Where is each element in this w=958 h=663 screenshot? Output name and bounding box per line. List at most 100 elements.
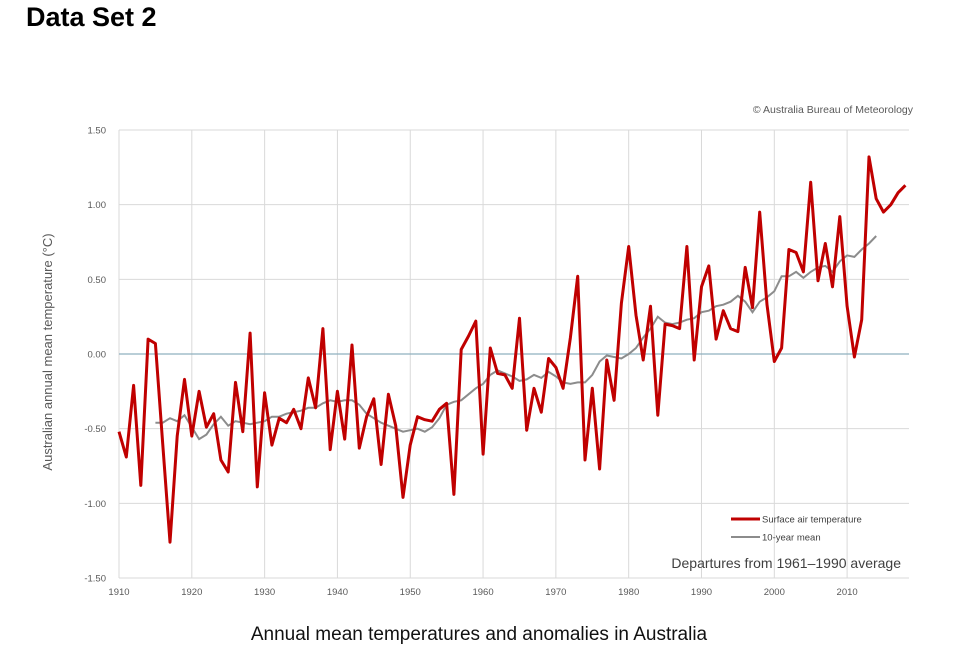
data-point-mean [424, 431, 426, 433]
data-point-mean [227, 425, 229, 427]
data-point-mean [810, 271, 812, 273]
data-point-surface [744, 266, 746, 268]
x-tick-label: 1980 [618, 587, 639, 598]
data-point-surface [555, 366, 557, 368]
data-point-surface [693, 359, 695, 361]
y-tick-label: 0.50 [88, 275, 107, 286]
data-point-mean [744, 301, 746, 303]
data-point-mean [606, 354, 608, 356]
data-point-mean [642, 337, 644, 339]
data-point-mean [220, 416, 222, 418]
data-point-surface [147, 338, 149, 340]
data-point-mean [628, 353, 630, 355]
data-point-surface [344, 438, 346, 440]
data-point-mean [671, 323, 673, 325]
data-point-mean [460, 399, 462, 401]
data-point-mean [198, 438, 200, 440]
data-point-surface [242, 430, 244, 432]
data-point-surface [161, 442, 163, 444]
data-point-surface [460, 348, 462, 350]
data-point-surface [584, 459, 586, 461]
data-point-mean [722, 304, 724, 306]
data-point-surface [882, 211, 884, 213]
data-point-surface [766, 304, 768, 306]
data-point-surface [678, 327, 680, 329]
x-tick-label: 2010 [837, 587, 858, 598]
data-point-mean [497, 369, 499, 371]
data-point-mean [191, 426, 193, 428]
data-point-surface [518, 317, 520, 319]
data-point-mean [242, 422, 244, 424]
data-point-surface [140, 484, 142, 486]
data-point-surface [788, 248, 790, 250]
data-point-mean [679, 322, 681, 324]
data-point-mean [686, 319, 688, 321]
legend-label-surface: Surface air temperature [762, 515, 862, 526]
data-point-surface [606, 359, 608, 361]
data-point-mean [285, 413, 287, 415]
data-point-surface [118, 430, 120, 432]
data-point-surface [700, 286, 702, 288]
x-tick-label: 1990 [691, 587, 712, 598]
data-point-mean [387, 425, 389, 427]
data-point-mean [154, 422, 156, 424]
data-point-surface [351, 344, 353, 346]
data-point-surface [482, 453, 484, 455]
data-point-mean [650, 328, 652, 330]
y-axis-ticks: -1.50 -1.00 -0.50 0.00 0.50 1.00 1.50 [84, 126, 106, 585]
data-point-mean [402, 431, 404, 433]
data-point-surface [533, 387, 535, 389]
data-point-surface [285, 421, 287, 423]
data-point-surface [380, 463, 382, 465]
x-tick-label: 2000 [764, 587, 785, 598]
data-point-mean [249, 423, 251, 425]
data-point-surface [526, 429, 528, 431]
data-point-surface [220, 459, 222, 461]
data-point-surface [336, 390, 338, 392]
data-point-surface [569, 336, 571, 338]
data-point-mean [504, 372, 506, 374]
data-point-surface [416, 416, 418, 418]
data-point-mean [715, 305, 717, 307]
data-point-mean [475, 387, 477, 389]
data-point-surface [293, 408, 295, 410]
data-point-mean [766, 296, 768, 298]
data-point-mean [322, 402, 324, 404]
data-point-surface [759, 211, 761, 213]
data-point-surface [831, 286, 833, 288]
data-point-mean [540, 377, 542, 379]
data-point-surface [511, 387, 513, 389]
data-point-mean [584, 381, 586, 383]
data-point-surface [322, 327, 324, 329]
legend-label-mean: 10-year mean [762, 533, 821, 544]
data-point-surface [729, 327, 731, 329]
data-point-surface [547, 357, 549, 359]
data-point-surface [708, 265, 710, 267]
legend: Surface air temperature 10-year mean [731, 515, 862, 544]
data-point-surface [358, 447, 360, 449]
data-point-mean [176, 420, 178, 422]
data-point-surface [853, 356, 855, 358]
data-point-mean [438, 417, 440, 419]
data-point-mean [489, 374, 491, 376]
x-tick-label: 1930 [254, 587, 275, 598]
series-line-10-year-mean [155, 235, 877, 441]
x-axis-ticks: 1910 1920 1930 1940 1950 1960 1970 1980 1990 2000… [108, 587, 857, 598]
y-axis-label: Australian annual mean temperature (°C) [40, 233, 55, 470]
y-tick-label: 1.00 [88, 200, 107, 211]
data-point-surface [234, 381, 236, 383]
data-point-mean [307, 407, 309, 409]
data-point-mean [562, 381, 564, 383]
data-point-mean [555, 375, 557, 377]
data-point-mean [373, 417, 375, 419]
x-tick-label: 1960 [472, 587, 493, 598]
data-point-mean [184, 414, 186, 416]
data-point-surface [467, 335, 469, 337]
data-point-surface [598, 468, 600, 470]
data-point-mean [395, 428, 397, 430]
data-point-mean [657, 316, 659, 318]
data-point-surface [169, 541, 171, 543]
data-point-surface [773, 360, 775, 362]
data-point-mean [853, 256, 855, 258]
data-point-surface [620, 302, 622, 304]
